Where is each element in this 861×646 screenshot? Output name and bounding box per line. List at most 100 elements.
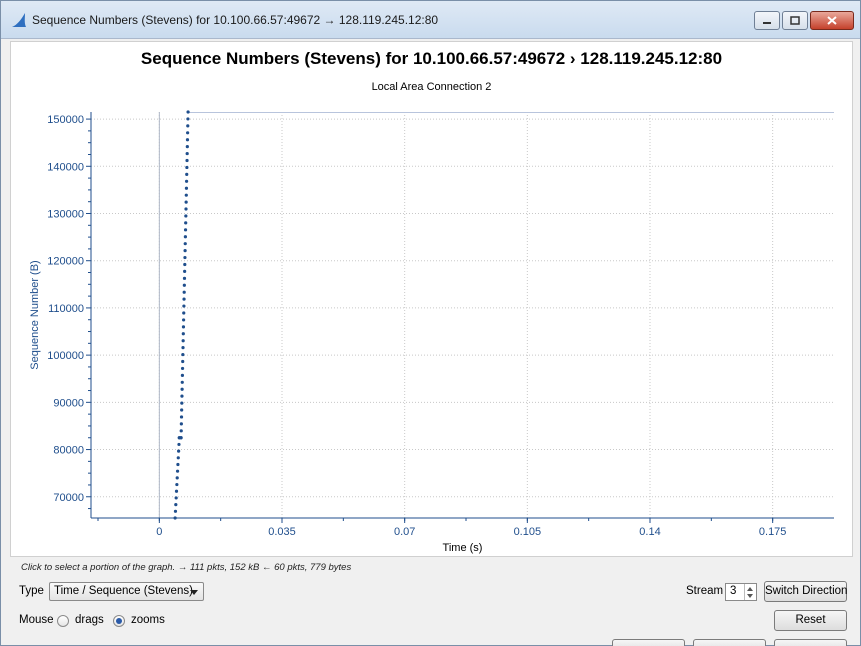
data-point — [174, 489, 179, 493]
data-point — [181, 346, 185, 350]
data-point — [183, 242, 187, 246]
graph-type-select[interactable]: Time / Sequence (Stevens) — [49, 582, 204, 601]
data-point — [173, 509, 178, 513]
spin-up-icon[interactable] — [747, 587, 753, 591]
switch-direction-button[interactable]: Switch Direction — [764, 581, 847, 602]
minimize-icon — [763, 21, 771, 24]
data-point — [184, 179, 189, 183]
data-point — [183, 235, 187, 239]
wireshark-fin-icon — [12, 13, 26, 27]
data-point — [186, 117, 190, 121]
data-point — [180, 401, 184, 405]
reset-button[interactable]: Reset — [774, 610, 847, 631]
x-tick-label: 0.175 — [759, 526, 787, 538]
data-point — [183, 262, 187, 267]
data-point — [180, 373, 185, 377]
stream-label: Stream — [686, 585, 724, 597]
data-point — [182, 283, 186, 287]
y-axis-label: Sequence Number (B) — [29, 260, 41, 369]
data-point — [180, 394, 184, 398]
drags-radio[interactable] — [57, 615, 69, 627]
data-point — [186, 131, 190, 135]
data-point — [183, 269, 187, 274]
data-point — [182, 318, 186, 322]
data-point — [179, 429, 183, 433]
maximize-icon — [790, 16, 800, 25]
sequence-chart[interactable]: 0 0.035 0.07 0.105 0.14 0.175 70000 80000 90000 1… — [11, 42, 854, 558]
data-point — [182, 297, 186, 301]
data-point — [175, 482, 179, 487]
data-point — [177, 449, 181, 453]
data-point — [185, 172, 189, 176]
data-point — [179, 422, 183, 426]
data-point — [176, 462, 180, 467]
data-point — [184, 207, 188, 211]
window-title: Sequence Numbers (Stevens) for 10.100.66… — [32, 13, 439, 27]
data-point — [185, 158, 189, 163]
maximize-button[interactable] — [782, 11, 808, 30]
stream-value: 3 — [730, 585, 737, 597]
data-point — [180, 408, 184, 412]
stream-spinbox[interactable]: 3 — [725, 583, 757, 601]
data-point — [185, 165, 189, 170]
dialog-button-1[interactable] — [612, 639, 685, 646]
y-tick-label: 70000 — [53, 492, 84, 504]
data-point — [183, 228, 188, 232]
mouse-label: Mouse — [19, 614, 54, 626]
data-point — [180, 366, 185, 371]
data-point — [186, 124, 190, 128]
close-button[interactable] — [810, 11, 854, 30]
minimize-button[interactable] — [754, 11, 780, 30]
window-controls — [754, 11, 854, 30]
data-point — [181, 339, 185, 343]
data-point — [181, 359, 185, 364]
data-point — [180, 380, 184, 384]
data-point — [184, 200, 188, 204]
data-point — [184, 193, 188, 197]
data-point — [181, 332, 185, 336]
stream-stepper[interactable] — [744, 584, 756, 600]
data-point — [184, 186, 189, 190]
data-point — [181, 325, 186, 329]
data-point — [183, 249, 187, 253]
title-bar[interactable]: Sequence Numbers (Stevens) for 10.100.66… — [1, 1, 860, 39]
x-tick-label: 0.105 — [514, 526, 542, 538]
zooms-radio[interactable] — [113, 615, 125, 627]
data-point — [175, 469, 180, 473]
data-point — [182, 311, 186, 315]
dropdown-arrow-icon — [190, 590, 198, 595]
y-tick-label: 100000 — [47, 350, 84, 362]
chart-title: Sequence Numbers (Stevens) for 10.100.66… — [140, 49, 723, 68]
data-point — [175, 476, 179, 480]
spin-down-icon[interactable] — [747, 594, 753, 598]
data-point — [182, 276, 187, 280]
y-tick-label: 110000 — [48, 303, 84, 315]
data-point — [183, 255, 187, 260]
data-point — [185, 138, 190, 142]
plot-area[interactable]: Sequence Numbers (Stevens) for 10.100.66… — [10, 41, 853, 557]
data-point — [176, 456, 180, 460]
type-label: Type — [19, 585, 44, 597]
data-point — [185, 145, 189, 149]
close-icon — [827, 16, 837, 25]
y-tick-label: 90000 — [53, 397, 84, 409]
data-point — [180, 387, 184, 391]
x-axis-label: Time (s) — [443, 542, 483, 554]
dialog-button-2[interactable] — [693, 639, 766, 646]
data-point — [184, 214, 188, 218]
x-tick-label: 0.035 — [268, 526, 296, 538]
data-point — [174, 496, 178, 500]
x-tick-label: 0.07 — [394, 526, 415, 538]
data-point — [184, 221, 188, 225]
dialog-button-3[interactable] — [774, 639, 847, 646]
data-point — [177, 442, 181, 447]
data-point — [186, 110, 190, 114]
x-tick-label: 0.14 — [639, 526, 660, 538]
data-point — [179, 436, 183, 440]
y-tick-label: 140000 — [47, 161, 84, 173]
y-tick-label: 120000 — [47, 256, 84, 268]
drags-label: drags — [75, 614, 104, 626]
zooms-label: zooms — [131, 614, 165, 626]
data-point — [174, 503, 178, 507]
